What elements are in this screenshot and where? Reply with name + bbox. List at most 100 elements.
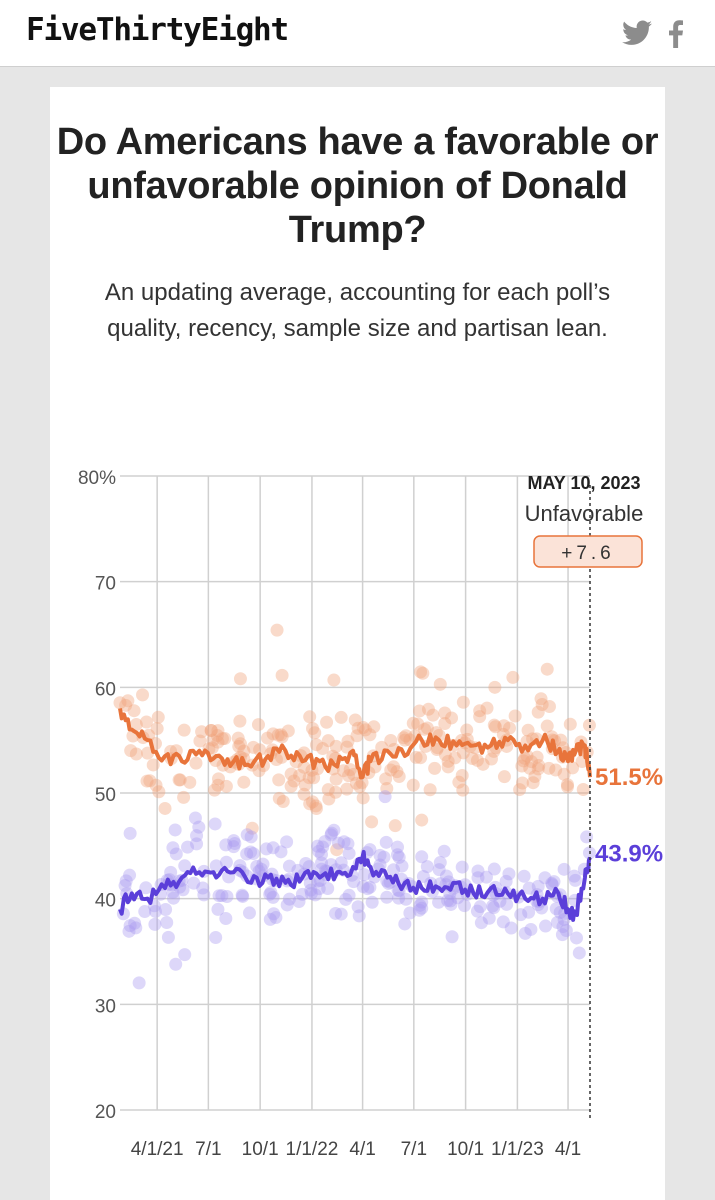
poll-dot — [508, 709, 522, 723]
poll-dot — [304, 887, 318, 901]
poll-dot — [487, 718, 501, 732]
poll-dot — [566, 761, 580, 775]
poll-dot — [556, 920, 570, 934]
poll-dot — [384, 763, 398, 777]
poll-dot — [169, 847, 183, 861]
poll-dot — [211, 724, 225, 738]
poll-dot — [246, 740, 260, 754]
poll-dot — [266, 890, 280, 904]
poll-dot — [269, 910, 283, 924]
poll-dot — [559, 923, 573, 937]
poll-dot — [118, 879, 132, 893]
poll-dot — [166, 841, 180, 855]
poll-dot — [473, 704, 487, 718]
poll-dot — [522, 881, 536, 895]
poll-dot — [420, 860, 434, 874]
poll-dot — [295, 887, 309, 901]
facebook-icon[interactable] — [668, 20, 684, 48]
poll-dot — [549, 902, 563, 916]
poll-dot — [160, 915, 174, 929]
poll-dot — [303, 710, 317, 724]
poll-dot — [334, 710, 348, 724]
poll-dot — [211, 902, 225, 916]
poll-dot — [150, 722, 164, 736]
poll-dot — [192, 820, 206, 834]
poll-dot — [195, 725, 209, 739]
poll-dot — [178, 859, 192, 873]
poll-dot — [412, 903, 426, 917]
poll-dot — [487, 862, 501, 876]
margin-badge — [533, 535, 643, 568]
x-tick-label: 4/1/21 — [131, 1139, 184, 1160]
poll-dot — [242, 906, 256, 920]
poll-dot — [267, 907, 281, 921]
poll-dot — [480, 701, 494, 715]
poll-dot — [528, 770, 542, 784]
poll-dot — [356, 880, 370, 894]
poll-dot — [567, 869, 581, 883]
poll-dot — [499, 874, 513, 888]
poll-dot — [534, 692, 548, 706]
poll-dot — [218, 731, 232, 745]
poll-dot — [280, 898, 294, 912]
poll-dot — [240, 828, 254, 842]
poll-dot — [312, 882, 326, 896]
poll-dot — [367, 720, 381, 734]
x-tick-label: 1/1/23 — [491, 1139, 544, 1160]
poll-dot — [373, 858, 387, 872]
poll-dot — [138, 905, 152, 919]
poll-dot — [452, 775, 466, 789]
poll-dot — [441, 894, 455, 908]
poll-dot — [219, 838, 233, 852]
poll-dot — [473, 710, 487, 724]
poll-dot — [518, 751, 532, 765]
poll-dot — [518, 926, 532, 940]
poll-dot — [121, 694, 135, 708]
poll-dot — [363, 843, 377, 857]
poll-dot — [517, 869, 531, 883]
poll-dot — [136, 688, 150, 702]
poll-dot — [456, 746, 470, 760]
poll-dot — [211, 778, 225, 792]
poll-dot — [524, 755, 538, 769]
poll-dot — [390, 840, 404, 854]
approval-chart[interactable]: 20 30 40 50 60 70 80% 4/1/21 7/1 10/1 1/1/22 4/1 7/1… — [50, 87, 665, 1200]
poll-dot — [280, 835, 294, 849]
twitter-icon[interactable] — [622, 20, 652, 46]
poll-dot — [274, 728, 288, 742]
poll-dot — [129, 921, 143, 935]
poll-dot — [479, 870, 493, 884]
y-tick-label: 70 — [95, 574, 116, 595]
poll-dot — [123, 919, 137, 933]
poll-dot — [233, 672, 247, 686]
poll-dot — [455, 860, 469, 874]
poll-dot — [557, 862, 571, 876]
poll-dot — [152, 785, 166, 799]
poll-dot — [415, 901, 429, 915]
poll-dot — [176, 883, 190, 897]
poll-dot — [387, 863, 401, 877]
poll-dot — [159, 902, 173, 916]
poll-dot — [411, 717, 425, 731]
poll-dot — [281, 724, 295, 738]
poll-dot — [470, 904, 484, 918]
poll-dot — [227, 834, 241, 848]
poll-dot — [351, 721, 365, 735]
poll-dot — [143, 774, 157, 788]
poll-dot — [471, 864, 485, 878]
poll-dot — [460, 723, 474, 737]
poll-dot — [379, 835, 393, 849]
poll-dot — [309, 738, 323, 752]
poll-dot — [189, 756, 203, 770]
poll-dot — [124, 744, 138, 758]
poll-dot — [515, 759, 529, 773]
poll-dot — [309, 801, 323, 815]
poll-dot — [413, 898, 427, 912]
poll-dot — [325, 826, 339, 840]
poll-dot — [515, 776, 529, 790]
poll-dot — [445, 930, 459, 944]
poll-dot — [560, 780, 574, 794]
poll-dot — [272, 791, 286, 805]
site-logo[interactable]: FiveThirtyEight — [26, 12, 289, 48]
poll-dot — [231, 731, 245, 745]
